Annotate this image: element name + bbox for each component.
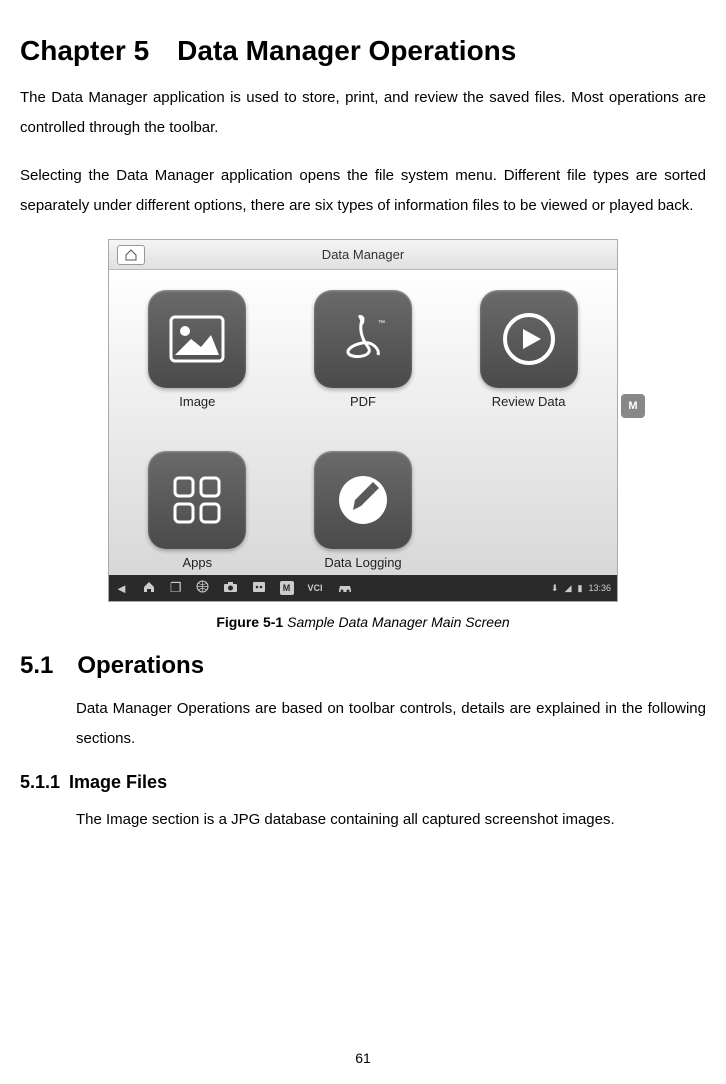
tile-apps[interactable]: Apps	[137, 451, 258, 570]
app-grid: Image ™ PDF	[137, 290, 589, 570]
apps-icon	[148, 451, 246, 549]
tile-image[interactable]: Image	[137, 290, 258, 409]
intro-paragraph-1: The Data Manager application is used to …	[20, 83, 706, 143]
wifi-icon: ◢	[565, 583, 572, 594]
figure-desc: Sample Data Manager Main Screen	[283, 614, 509, 630]
section-5-1-1-title: 5.1.1 Image Files	[20, 772, 706, 793]
tile-review[interactable]: Review Data	[468, 290, 589, 409]
bottom-nav-bar: ◄ ❐ M VCI ⬇ ◢ ▮ 13:36	[109, 575, 617, 601]
intro-paragraph-2: Selecting the Data Manager application o…	[20, 161, 706, 221]
app-body: Image ™ PDF	[109, 270, 617, 575]
play-icon	[480, 290, 578, 388]
image-icon	[148, 290, 246, 388]
chapter-title: Chapter 5 Data Manager Operations	[20, 35, 706, 67]
tile-label: Apps	[183, 555, 213, 570]
status-icons: ⬇ ◢ ▮ 13:36	[551, 583, 611, 594]
vci-icon[interactable]: VCI	[308, 583, 323, 593]
car-icon[interactable]	[337, 581, 353, 596]
figure-caption: Figure 5-1 Sample Data Manager Main Scre…	[20, 614, 706, 630]
tile-label: Review Data	[492, 394, 566, 409]
section-5-1-1-text: The Image section is a JPG database cont…	[76, 805, 706, 835]
diag-icon[interactable]	[252, 581, 266, 596]
camera-icon[interactable]	[223, 581, 238, 596]
tile-logging[interactable]: Data Logging	[303, 451, 424, 570]
app-title: Data Manager	[322, 247, 404, 262]
figure-label: Figure 5-1	[216, 614, 283, 630]
house-icon	[124, 249, 138, 261]
tile-label: Image	[179, 394, 215, 409]
pdf-icon: ™	[314, 290, 412, 388]
tile-label: Data Logging	[324, 555, 401, 570]
section-5-1-text: Data Manager Operations are based on too…	[76, 694, 706, 754]
back-icon[interactable]: ◄	[115, 581, 128, 596]
tile-label: PDF	[350, 394, 376, 409]
nav-icons-left: ◄ ❐ M VCI	[115, 580, 353, 596]
page-number: 61	[355, 1050, 371, 1066]
side-badge[interactable]: M	[621, 394, 645, 418]
home-nav-icon[interactable]	[142, 581, 156, 596]
app-top-bar: Data Manager	[109, 240, 617, 270]
logging-icon	[314, 451, 412, 549]
clock-text: 13:36	[588, 583, 611, 593]
svg-text:™: ™	[378, 320, 385, 327]
browser-icon[interactable]	[196, 580, 209, 596]
battery-icon: ▮	[578, 583, 583, 594]
download-icon: ⬇	[551, 583, 559, 594]
screenshot-figure: Data Manager Image ™	[108, 239, 618, 602]
home-button[interactable]	[117, 245, 145, 265]
recent-icon[interactable]: ❐	[170, 580, 182, 596]
section-5-1-title: 5.1 Operations	[20, 652, 706, 680]
tile-pdf[interactable]: ™ PDF	[303, 290, 424, 409]
m-icon[interactable]: M	[280, 581, 294, 595]
